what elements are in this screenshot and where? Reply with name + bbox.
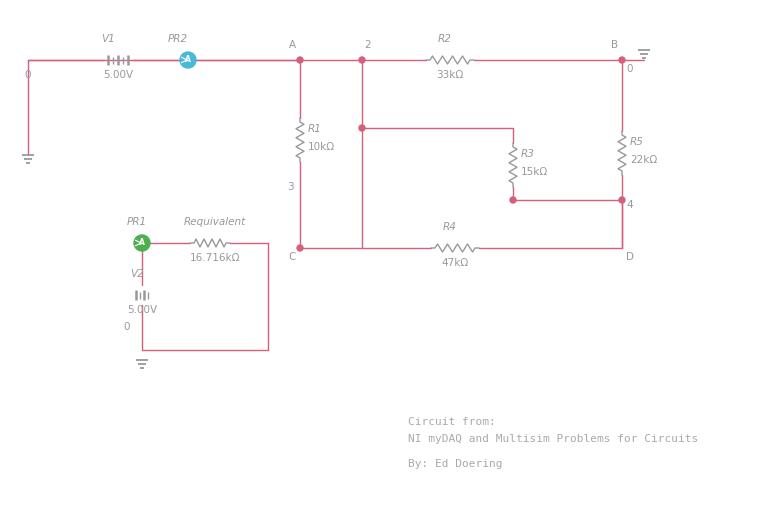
Text: R5: R5: [630, 137, 644, 147]
Text: 47kΩ: 47kΩ: [441, 258, 468, 268]
Circle shape: [510, 197, 516, 203]
Text: Requivalent: Requivalent: [184, 217, 246, 227]
Text: 0: 0: [25, 70, 31, 80]
Circle shape: [297, 245, 303, 251]
Text: 16.716kΩ: 16.716kΩ: [190, 253, 240, 263]
Text: A: A: [185, 54, 191, 64]
Text: 15kΩ: 15kΩ: [521, 167, 548, 177]
Text: 0: 0: [124, 322, 130, 332]
Circle shape: [297, 57, 303, 63]
Text: PR2: PR2: [168, 34, 188, 44]
Text: V1: V1: [101, 34, 115, 44]
Circle shape: [619, 57, 625, 63]
Circle shape: [180, 52, 196, 68]
Text: 4: 4: [626, 200, 633, 210]
Circle shape: [359, 57, 365, 63]
Text: R2: R2: [438, 34, 452, 44]
Circle shape: [619, 197, 625, 203]
Text: A: A: [139, 238, 145, 246]
Text: 10kΩ: 10kΩ: [308, 142, 335, 152]
Circle shape: [359, 125, 365, 131]
Text: A: A: [289, 40, 296, 50]
Text: V2: V2: [130, 269, 144, 279]
Text: R1: R1: [308, 124, 322, 134]
Text: PR1: PR1: [127, 217, 147, 227]
Circle shape: [134, 235, 150, 251]
Text: By: Ed Doering: By: Ed Doering: [408, 459, 503, 469]
Text: R4: R4: [443, 222, 457, 232]
Text: C: C: [289, 252, 296, 262]
Text: 5.00V: 5.00V: [127, 305, 157, 315]
Text: 3: 3: [287, 182, 294, 192]
Text: Circuit from:: Circuit from:: [408, 417, 496, 427]
Text: 2: 2: [364, 40, 370, 50]
Text: 22kΩ: 22kΩ: [630, 155, 657, 165]
Text: R3: R3: [521, 149, 534, 159]
Text: NI myDAQ and Multisim Problems for Circuits: NI myDAQ and Multisim Problems for Circu…: [408, 434, 698, 444]
Text: 33kΩ: 33kΩ: [436, 70, 464, 80]
Text: 5.00V: 5.00V: [103, 70, 133, 80]
Text: B: B: [611, 40, 618, 50]
Text: D: D: [626, 252, 634, 262]
Text: 0: 0: [626, 64, 633, 74]
